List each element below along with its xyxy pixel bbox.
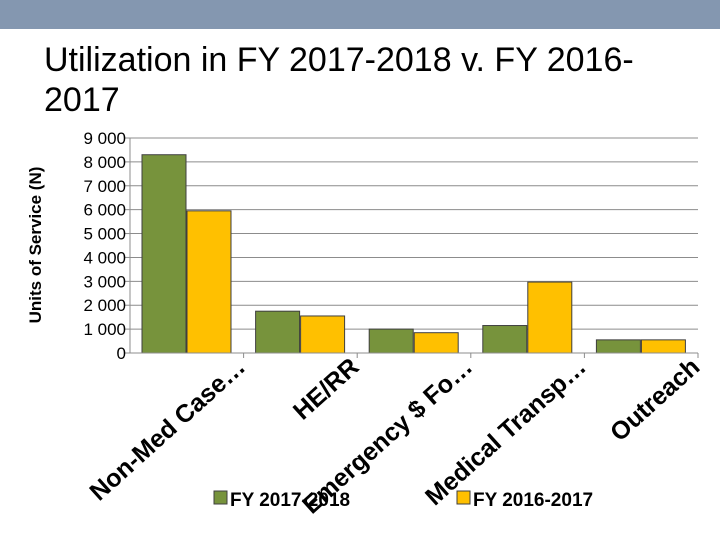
- bar: [527, 281, 573, 354]
- x-tick-label: Outreach: [605, 353, 705, 447]
- y-tick-label: 1 000: [83, 320, 126, 339]
- slide-title: Utilization in FY 2017-2018 v. FY 2016-2…: [44, 41, 634, 119]
- bar: [595, 339, 641, 354]
- y-axis-label: Units of Service (N): [26, 167, 45, 324]
- x-tick-label: HE/RR: [288, 353, 365, 426]
- y-tick-label: 5 000: [83, 225, 126, 244]
- legend-swatch: [213, 490, 228, 505]
- y-tick-label: 4 000: [83, 248, 126, 267]
- bar: [640, 339, 686, 354]
- header-bar: [0, 0, 720, 29]
- bar: [413, 332, 459, 354]
- y-tick-label: 6 000: [83, 201, 126, 220]
- y-tick-label: 0: [117, 344, 126, 363]
- y-tick-label: 2 000: [83, 296, 126, 315]
- legend-label: FY 2016-2017: [473, 490, 593, 511]
- y-tick-label: 9 000: [83, 129, 126, 148]
- legend-swatch: [456, 490, 471, 505]
- legend-label: FY 2017-2018: [230, 490, 350, 511]
- bar: [482, 325, 528, 354]
- bar: [300, 315, 346, 354]
- y-tick-label: 3 000: [83, 272, 126, 291]
- bar: [255, 310, 301, 354]
- bar: [141, 154, 187, 354]
- y-tick-label: 8 000: [83, 153, 126, 172]
- x-tick-label: Non-Med Case…: [84, 353, 250, 507]
- bar: [368, 328, 414, 354]
- bar: [186, 210, 232, 354]
- y-tick-label: 7 000: [83, 177, 126, 196]
